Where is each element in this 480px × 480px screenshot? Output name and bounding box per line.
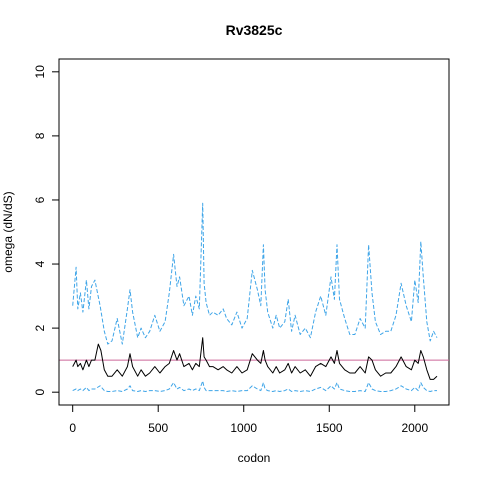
x-tick-label: 1500 [316, 421, 343, 435]
x-axis-label: codon [238, 451, 271, 465]
y-tick-label: 10 [33, 65, 47, 79]
series-line-estimate [72, 337, 438, 380]
y-tick-label: 4 [33, 260, 47, 267]
x-tick-label: 500 [148, 421, 168, 435]
plot-area-frame [58, 58, 450, 406]
x-axis: 0 500 1000 1500 2000 [69, 404, 428, 435]
y-tick-label: 2 [33, 324, 47, 331]
series-line-upper-bound [72, 202, 438, 345]
chart-title: Rv3825c [226, 22, 283, 38]
x-tick-label: 1000 [230, 421, 257, 435]
y-tick-label: 6 [33, 196, 47, 203]
y-axis: 0 2 4 6 8 10 [33, 65, 60, 396]
series-line-lower-bound [72, 380, 437, 392]
plot-content [59, 202, 449, 392]
x-tick-label: 2000 [401, 421, 428, 435]
x-tick-label: 0 [69, 421, 76, 435]
y-tick-label: 0 [33, 389, 47, 396]
y-axis-label: omega (dN/dS) [1, 191, 15, 272]
y-tick-label: 8 [33, 132, 47, 139]
